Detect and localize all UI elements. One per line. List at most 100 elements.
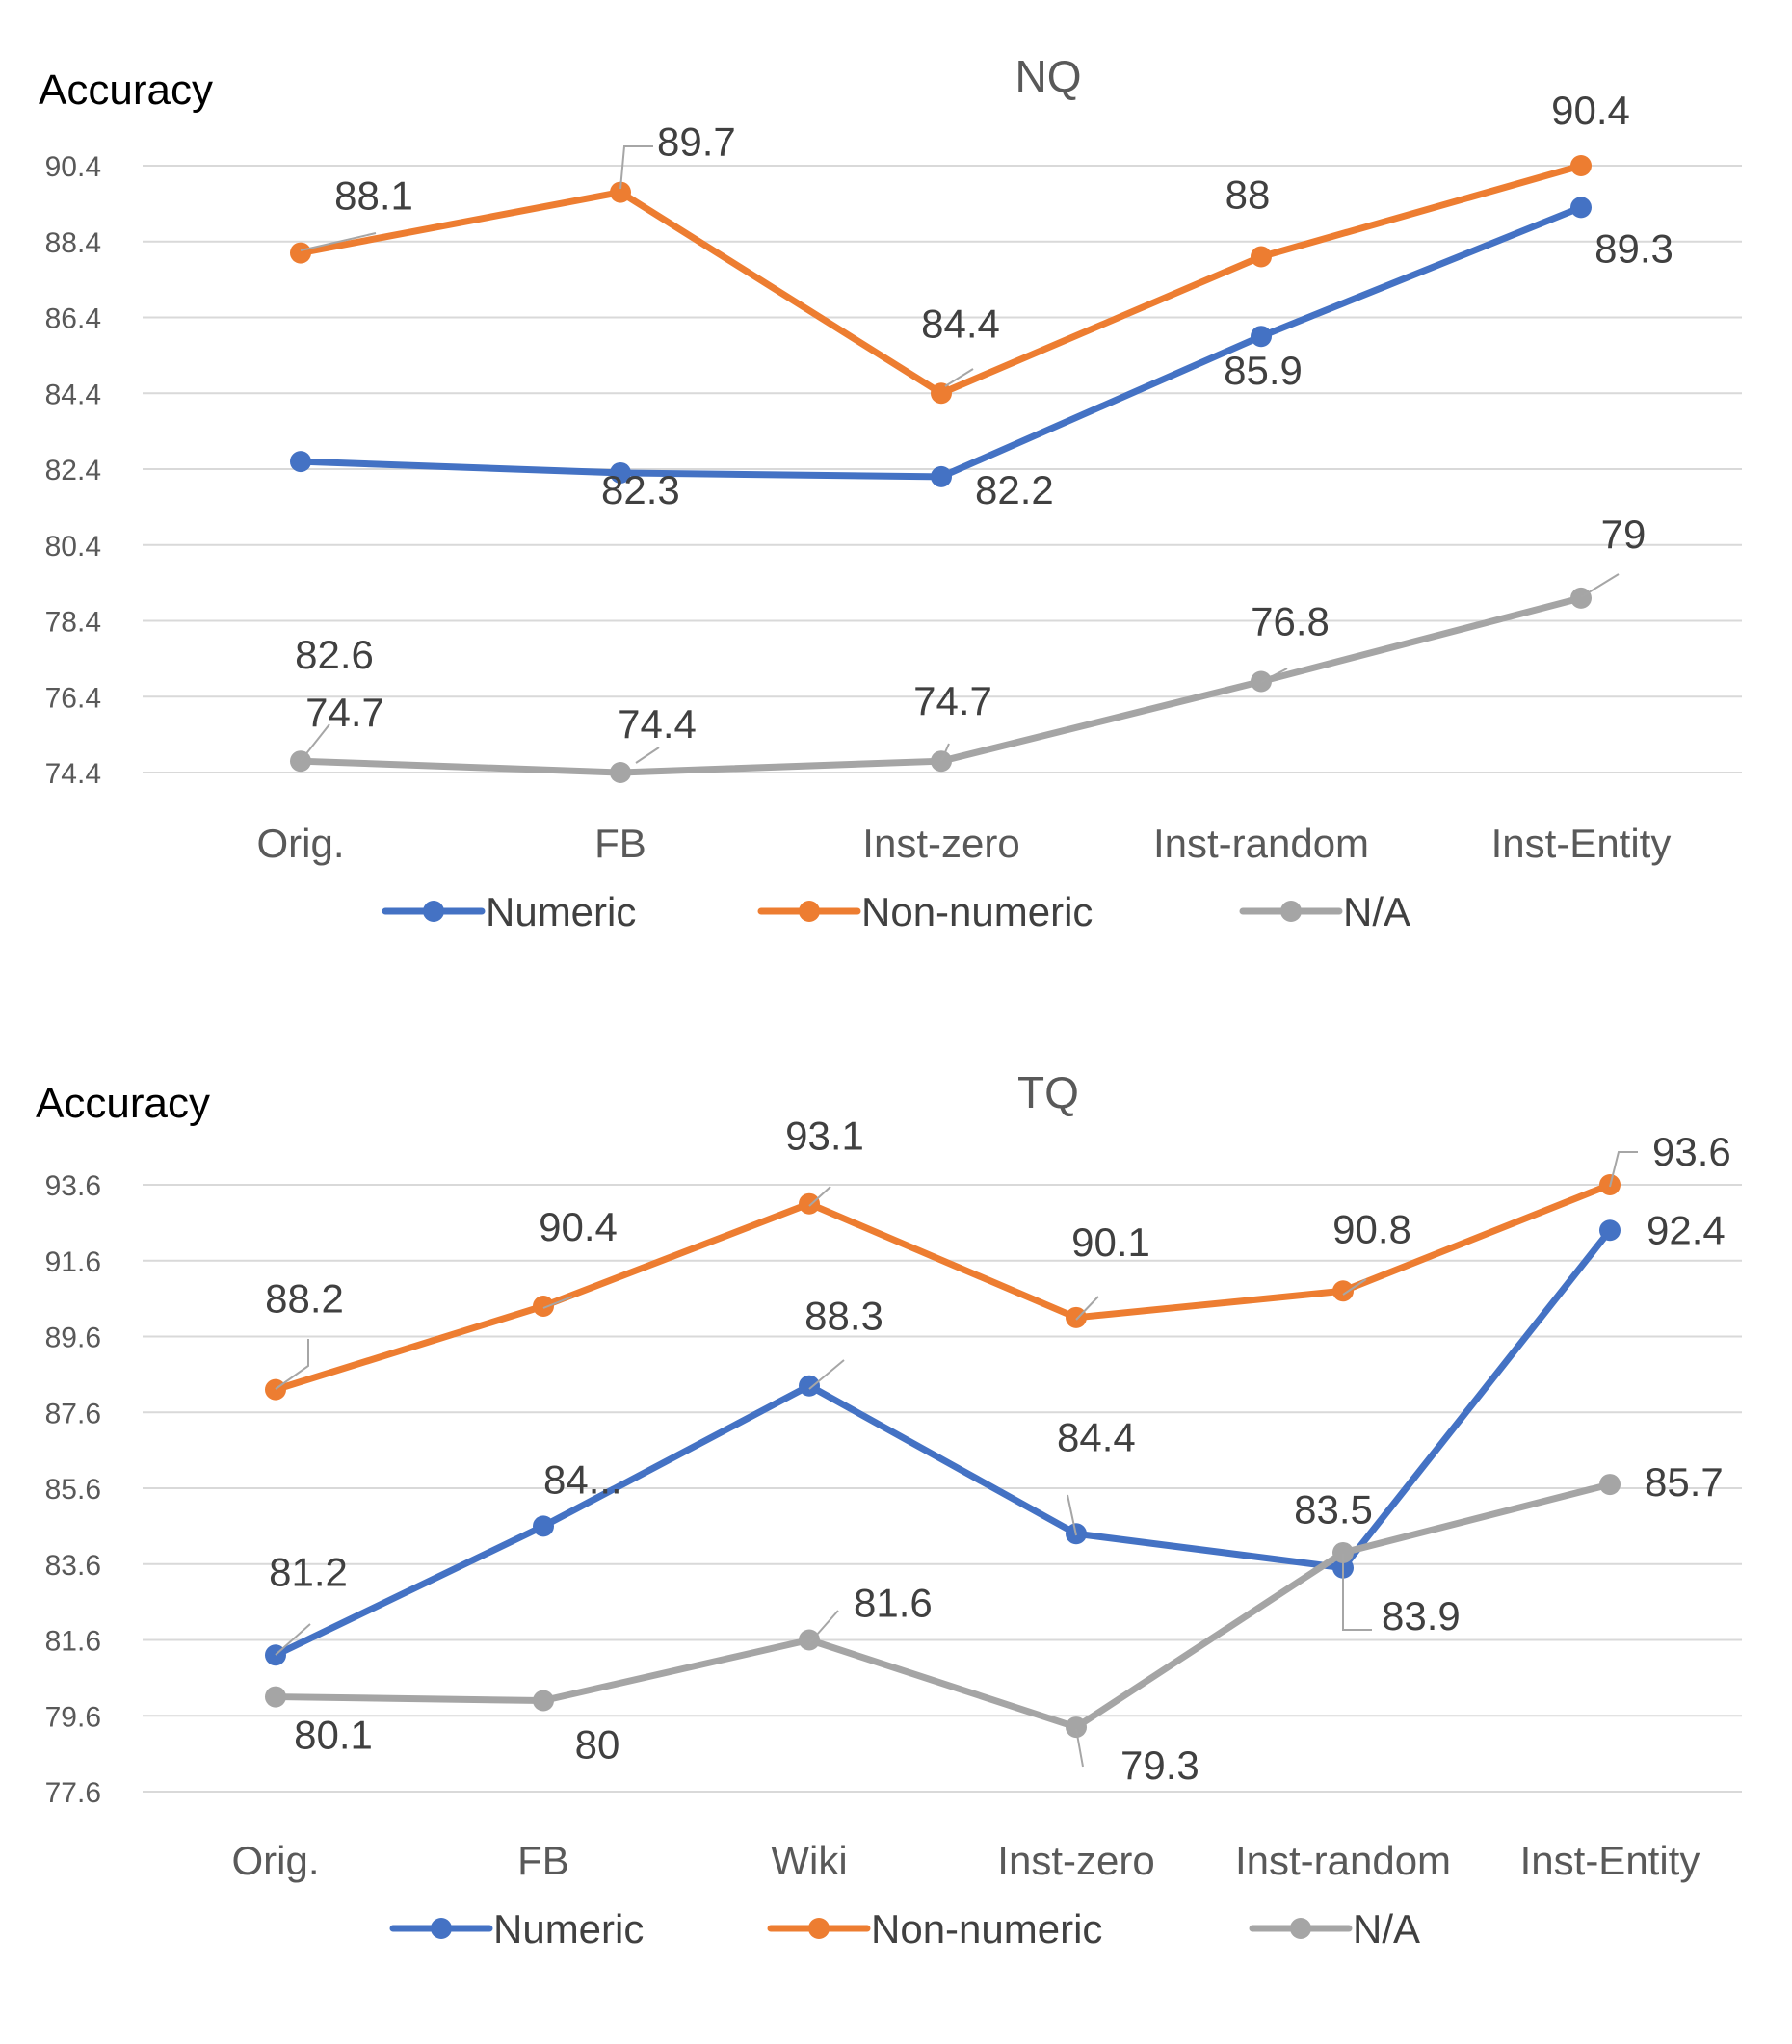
data-label: 84... (543, 1456, 622, 1502)
legend-item: N/A (1249, 1906, 1420, 1952)
series-line-nonnumeric (272, 1181, 1614, 1394)
data-label: 85.9 (1224, 348, 1303, 393)
data-label: 88.2 (265, 1276, 344, 1322)
series-line-numeric (272, 1226, 1614, 1659)
data-point (265, 1378, 286, 1401)
x-tick-label: Inst-random (1153, 821, 1369, 866)
y-tick-label: 85.6 (45, 1474, 101, 1506)
data-label: 74.7 (913, 678, 992, 723)
data-point (1599, 1219, 1621, 1242)
y-tick-label: 90.4 (45, 151, 101, 183)
y-tick-label: 93.6 (45, 1170, 101, 1202)
data-point (931, 750, 952, 773)
data-point (1251, 326, 1272, 348)
y-tick-label: 76.4 (45, 682, 101, 714)
x-tick-label: Inst-Entity (1491, 821, 1672, 866)
label-leader-line (808, 1359, 845, 1390)
y-tick-label: 82.4 (45, 455, 101, 486)
data-label: 76.8 (1251, 599, 1330, 644)
legend-item: Non-numeric (767, 1906, 1102, 1952)
x-tick-label: Inst-zero (997, 1838, 1154, 1883)
data-label: 74.7 (305, 690, 384, 735)
data-label: 90.1 (1071, 1219, 1150, 1265)
legend-label: Non-numeric (871, 1906, 1102, 1952)
x-tick-label: Wiki (771, 1838, 847, 1883)
label-leader-line (944, 368, 974, 387)
label-leader-line (1609, 1151, 1638, 1188)
data-point (1570, 155, 1592, 176)
x-tick-label: FB (517, 1838, 569, 1883)
legend-marker (799, 901, 820, 922)
y-axis-label: Accuracy (36, 1080, 210, 1127)
label-leader-line (1342, 1554, 1372, 1631)
data-label: 88.1 (334, 173, 413, 219)
label-leader-line (1580, 573, 1620, 598)
label-leader-line (300, 232, 377, 251)
data-point (799, 1629, 820, 1651)
data-point (533, 1296, 554, 1317)
y-tick-label: 89.6 (45, 1323, 101, 1354)
data-label: 79 (1601, 511, 1647, 557)
label-leader-line (1342, 1278, 1367, 1296)
y-tick-label: 78.4 (45, 607, 101, 639)
label-leader-line (1075, 1728, 1084, 1768)
data-label: 88.3 (804, 1294, 883, 1339)
data-label: 82.2 (975, 467, 1054, 512)
data-label: 89.3 (1594, 225, 1673, 271)
x-tick-label: Inst-Entity (1520, 1838, 1700, 1883)
chart-title: NQ (1015, 51, 1082, 101)
series-line-na (272, 1481, 1614, 1731)
data-point (1332, 1541, 1354, 1563)
x-tick-label: FB (594, 821, 646, 866)
y-axis-label: Accuracy (39, 66, 213, 114)
chart-nq: 74.4 76.4 78.4 80.4 82.4 84.4 86.4 88.4 90.4 NQ Ac… (39, 51, 1742, 934)
y-tick-label: 88.4 (45, 227, 101, 259)
label-leader-line (1260, 668, 1288, 683)
data-point (265, 1686, 286, 1708)
legend-label: N/A (1343, 889, 1410, 934)
series-line-nonnumeric (297, 162, 1585, 397)
data-point (290, 750, 311, 773)
legend-marker (1290, 1918, 1311, 1939)
label-leader-line (808, 1186, 831, 1207)
label-leader-line (635, 747, 660, 764)
label-leader-line (542, 1296, 573, 1309)
y-tick-label: 84.4 (45, 379, 101, 410)
label-leader-line (1067, 1494, 1077, 1536)
legend-item: Numeric (389, 1906, 644, 1952)
data-point (1332, 1280, 1354, 1302)
data-point (931, 465, 952, 487)
label-leader-line (275, 1623, 311, 1656)
y-tick-label: 80.4 (45, 531, 101, 563)
data-point (290, 451, 311, 473)
data-point (799, 1192, 820, 1215)
legend-label: Numeric (493, 1906, 644, 1952)
data-label: 90.8 (1332, 1206, 1411, 1251)
legend-label: Numeric (486, 889, 636, 934)
data-point (610, 181, 631, 203)
chart-title: TQ (1017, 1067, 1079, 1117)
data-point (1570, 197, 1592, 219)
chart-tq: 77.6 79.6 81.6 83.6 85.6 87.6 89.6 91.6 93.6 TQ Ac… (36, 1067, 1742, 1952)
x-tick-label: Orig. (256, 821, 344, 866)
data-label: 81.2 (269, 1549, 348, 1594)
legend-item: Non-numeric (757, 889, 1093, 934)
data-label: 83.9 (1382, 1593, 1461, 1638)
legend-marker (423, 901, 444, 922)
data-label: 88 (1225, 172, 1271, 218)
data-label: 74.4 (618, 701, 697, 747)
data-label: 80 (575, 1722, 620, 1768)
data-label: 82.3 (601, 467, 680, 512)
data-point (1599, 1474, 1621, 1496)
data-point (1570, 587, 1592, 609)
x-tick-label: Orig. (231, 1838, 319, 1883)
data-point (1066, 1306, 1087, 1328)
label-leader-line (300, 723, 330, 762)
data-label: 89.7 (657, 119, 736, 165)
legend-label: N/A (1353, 1906, 1420, 1952)
label-leader-line (940, 743, 950, 762)
data-label: 90.4 (1551, 88, 1630, 133)
data-point (1066, 1716, 1087, 1739)
